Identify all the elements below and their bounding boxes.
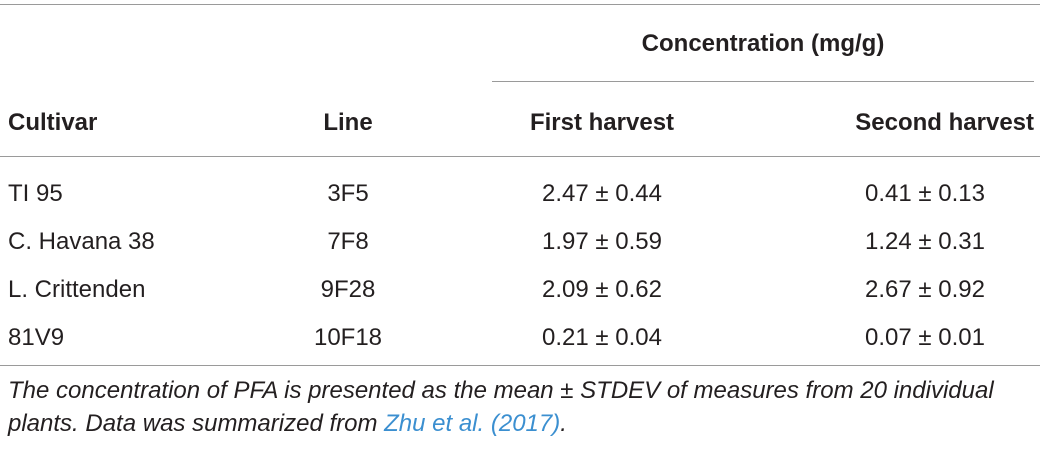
table-body: TI 95 3F5 2.47 ± 0.44 0.41 ± 0.13 C. Hav…	[0, 172, 1040, 364]
top-rule	[0, 4, 1040, 5]
cell-first-harvest: 0.21 ± 0.04	[542, 324, 662, 351]
cell-cultivar: C. Havana 38	[8, 228, 155, 255]
cell-cultivar: 81V9	[8, 324, 65, 351]
table-row: L. Crittenden 9F28 2.09 ± 0.62 2.67 ± 0.…	[0, 268, 1040, 316]
cell-cultivar: L. Crittenden	[8, 276, 146, 303]
column-header-cultivar: Cultivar	[8, 109, 98, 136]
column-header-first-harvest: First harvest	[529, 109, 675, 136]
table-footnote: The concentration of PFA is presented as…	[8, 374, 1038, 440]
concentration-group-header: Concentration (mg/g)	[641, 30, 885, 57]
table-row: 81V9 10F18 0.21 ± 0.04 0.07 ± 0.01	[0, 316, 1040, 364]
cell-line: 9F28	[320, 276, 376, 303]
cell-second-harvest: 2.67 ± 0.92	[865, 276, 985, 303]
cell-first-harvest: 2.09 ± 0.62	[542, 276, 662, 303]
table-row: TI 95 3F5 2.47 ± 0.44 0.41 ± 0.13	[0, 172, 1040, 220]
cell-first-harvest: 1.97 ± 0.59	[542, 228, 662, 255]
footnote-end: .	[560, 410, 567, 437]
cell-line: 3F5	[327, 180, 369, 207]
cell-line: 7F8	[327, 228, 369, 255]
table-row: C. Havana 38 7F8 1.97 ± 0.59 1.24 ± 0.31	[0, 220, 1040, 268]
cell-first-harvest: 2.47 ± 0.44	[542, 180, 662, 207]
citation-link[interactable]: Zhu et al. (2017)	[384, 410, 561, 437]
cell-line: 10F18	[313, 324, 383, 351]
column-header-line: Line	[323, 109, 373, 136]
cell-second-harvest: 0.41 ± 0.13	[865, 180, 985, 207]
footnote-text: The concentration of PFA is presented as…	[8, 377, 994, 437]
cell-second-harvest: 0.07 ± 0.01	[865, 324, 985, 351]
column-header-second-harvest: Second harvest	[855, 109, 1034, 136]
header-rule	[0, 156, 1040, 157]
cell-cultivar: TI 95	[8, 180, 63, 207]
group-header-rule	[492, 81, 1034, 82]
bottom-rule	[0, 365, 1040, 366]
cell-second-harvest: 1.24 ± 0.31	[865, 228, 985, 255]
